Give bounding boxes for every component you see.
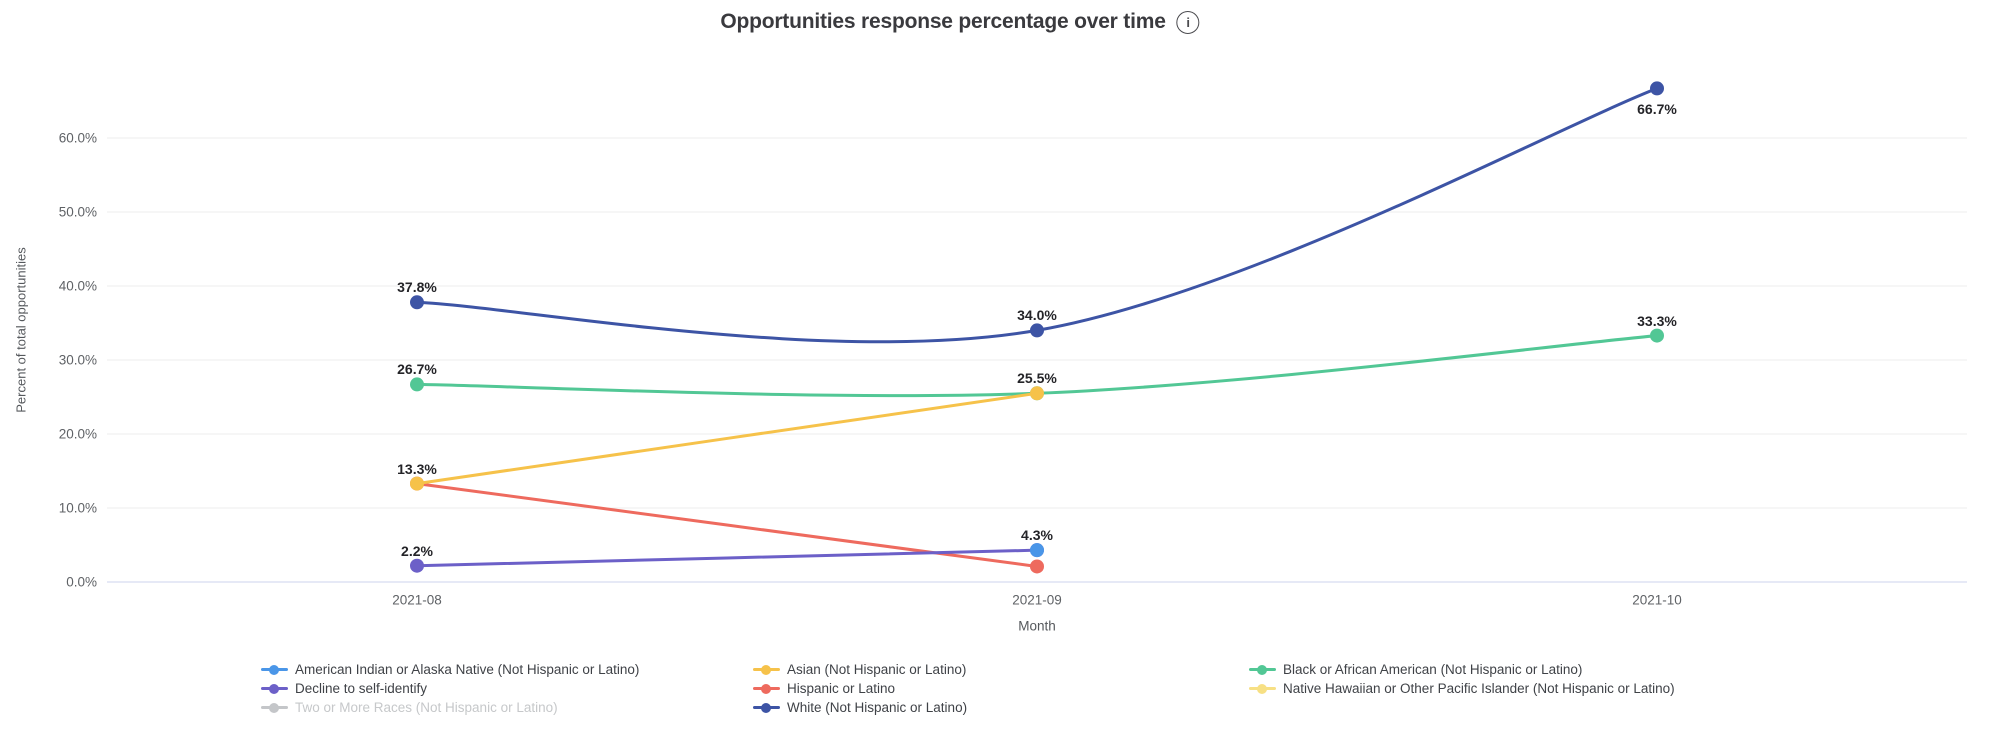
legend-dot [761,702,771,713]
point-label: 37.8% [397,279,437,296]
legend-column: Asian (Not Hispanic or Latino) Hispanic o… [753,660,967,717]
data-point-hispanic[interactable] [1030,559,1044,574]
data-point-white[interactable] [1650,81,1664,96]
legend-label: White (Not Hispanic or Latino) [787,700,968,715]
data-point-white[interactable] [410,295,424,310]
point-label: 33.3% [1637,312,1677,329]
series-line-decline [415,548,1039,568]
legend-dot [269,683,279,694]
legend-dot [761,683,771,694]
legend-item-two-or-more[interactable]: Two or More Races (Not Hispanic or Latin… [261,698,639,717]
legend-item-white[interactable]: White (Not Hispanic or Latino) [753,698,967,717]
data-point-black[interactable] [410,377,424,392]
data-point-decline[interactable] [410,558,424,573]
y-tick-label: 30.0% [58,352,97,368]
legend-marker-icon [261,702,288,713]
legend-dot [269,664,279,675]
data-point-white[interactable] [1030,323,1044,338]
legend-label: Asian (Not Hispanic or Latino) [787,662,967,677]
legend-label: Hispanic or Latino [787,681,896,696]
point-label: 66.7% [1637,101,1677,118]
x-axis-title: Month [1018,618,1056,634]
y-tick-label: 10.0% [58,500,97,516]
chart-header: Opportunities response percentage over t… [720,10,1200,34]
data-point-asian[interactable] [410,476,424,491]
point-label: 4.3% [1021,527,1053,544]
legend-item-native-hawaiian[interactable]: Native Hawaiian or Other Pacific Islande… [1249,679,1675,698]
point-label: 25.5% [1017,370,1057,387]
point-label: 34.0% [1017,307,1057,324]
legend-item-decline[interactable]: Decline to self-identify [261,679,639,698]
legend-column: Black or African American (Not Hispanic … [1249,660,1675,698]
legend-item-american-indian[interactable]: American Indian or Alaska Native (Not Hi… [261,660,639,679]
legend-item-black[interactable]: Black or African American (Not Hispanic … [1249,660,1675,679]
data-point-american-indian[interactable] [1030,543,1044,558]
legend-label: Decline to self-identify [295,681,428,696]
legend-item-hispanic[interactable]: Hispanic or Latino [753,679,967,698]
legend-marker-icon [1249,683,1276,694]
y-tick-label: 20.0% [58,426,97,442]
series-line-white [415,86,1659,344]
legend-item-asian[interactable]: Asian (Not Hispanic or Latino) [753,660,967,679]
legend-label: American Indian or Alaska Native (Not Hi… [295,662,640,677]
info-icon[interactable]: i [1176,10,1200,34]
x-tick-label: 2021-09 [1012,592,1062,608]
legend-marker-icon [1249,664,1276,675]
legend-marker-icon [261,664,288,675]
point-label: 2.2% [401,542,433,559]
series-line-asian [415,391,1039,486]
legend-dot [269,702,279,713]
y-tick-label: 60.0% [58,130,97,146]
point-label: 26.7% [397,361,437,378]
series-line-hispanic [415,482,1039,568]
legend-marker-icon [261,683,288,694]
legend-column: American Indian or Alaska Native (Not Hi… [261,660,639,717]
y-tick-label: 50.0% [58,204,97,220]
data-point-asian[interactable] [1030,386,1044,401]
x-tick-label: 2021-08 [392,592,442,608]
legend-dot [1257,664,1267,675]
legend-label: Black or African American (Not Hispanic … [1283,662,1583,677]
legend-marker-icon [753,702,780,713]
legend-marker-icon [753,683,780,694]
legend-dot [1257,683,1267,694]
y-tick-label: 40.0% [58,278,97,294]
legend-dot [761,664,771,675]
legend-label: Native Hawaiian or Other Pacific Islande… [1283,681,1675,696]
y-tick-label: 0.0% [66,574,97,590]
chart-title: Opportunities response percentage over t… [720,10,1166,33]
x-tick-label: 2021-10 [1632,592,1682,608]
legend-label: Two or More Races (Not Hispanic or Latin… [295,700,558,715]
legend-marker-icon [753,664,780,675]
data-point-black[interactable] [1650,328,1664,343]
point-label: 13.3% [397,460,437,477]
